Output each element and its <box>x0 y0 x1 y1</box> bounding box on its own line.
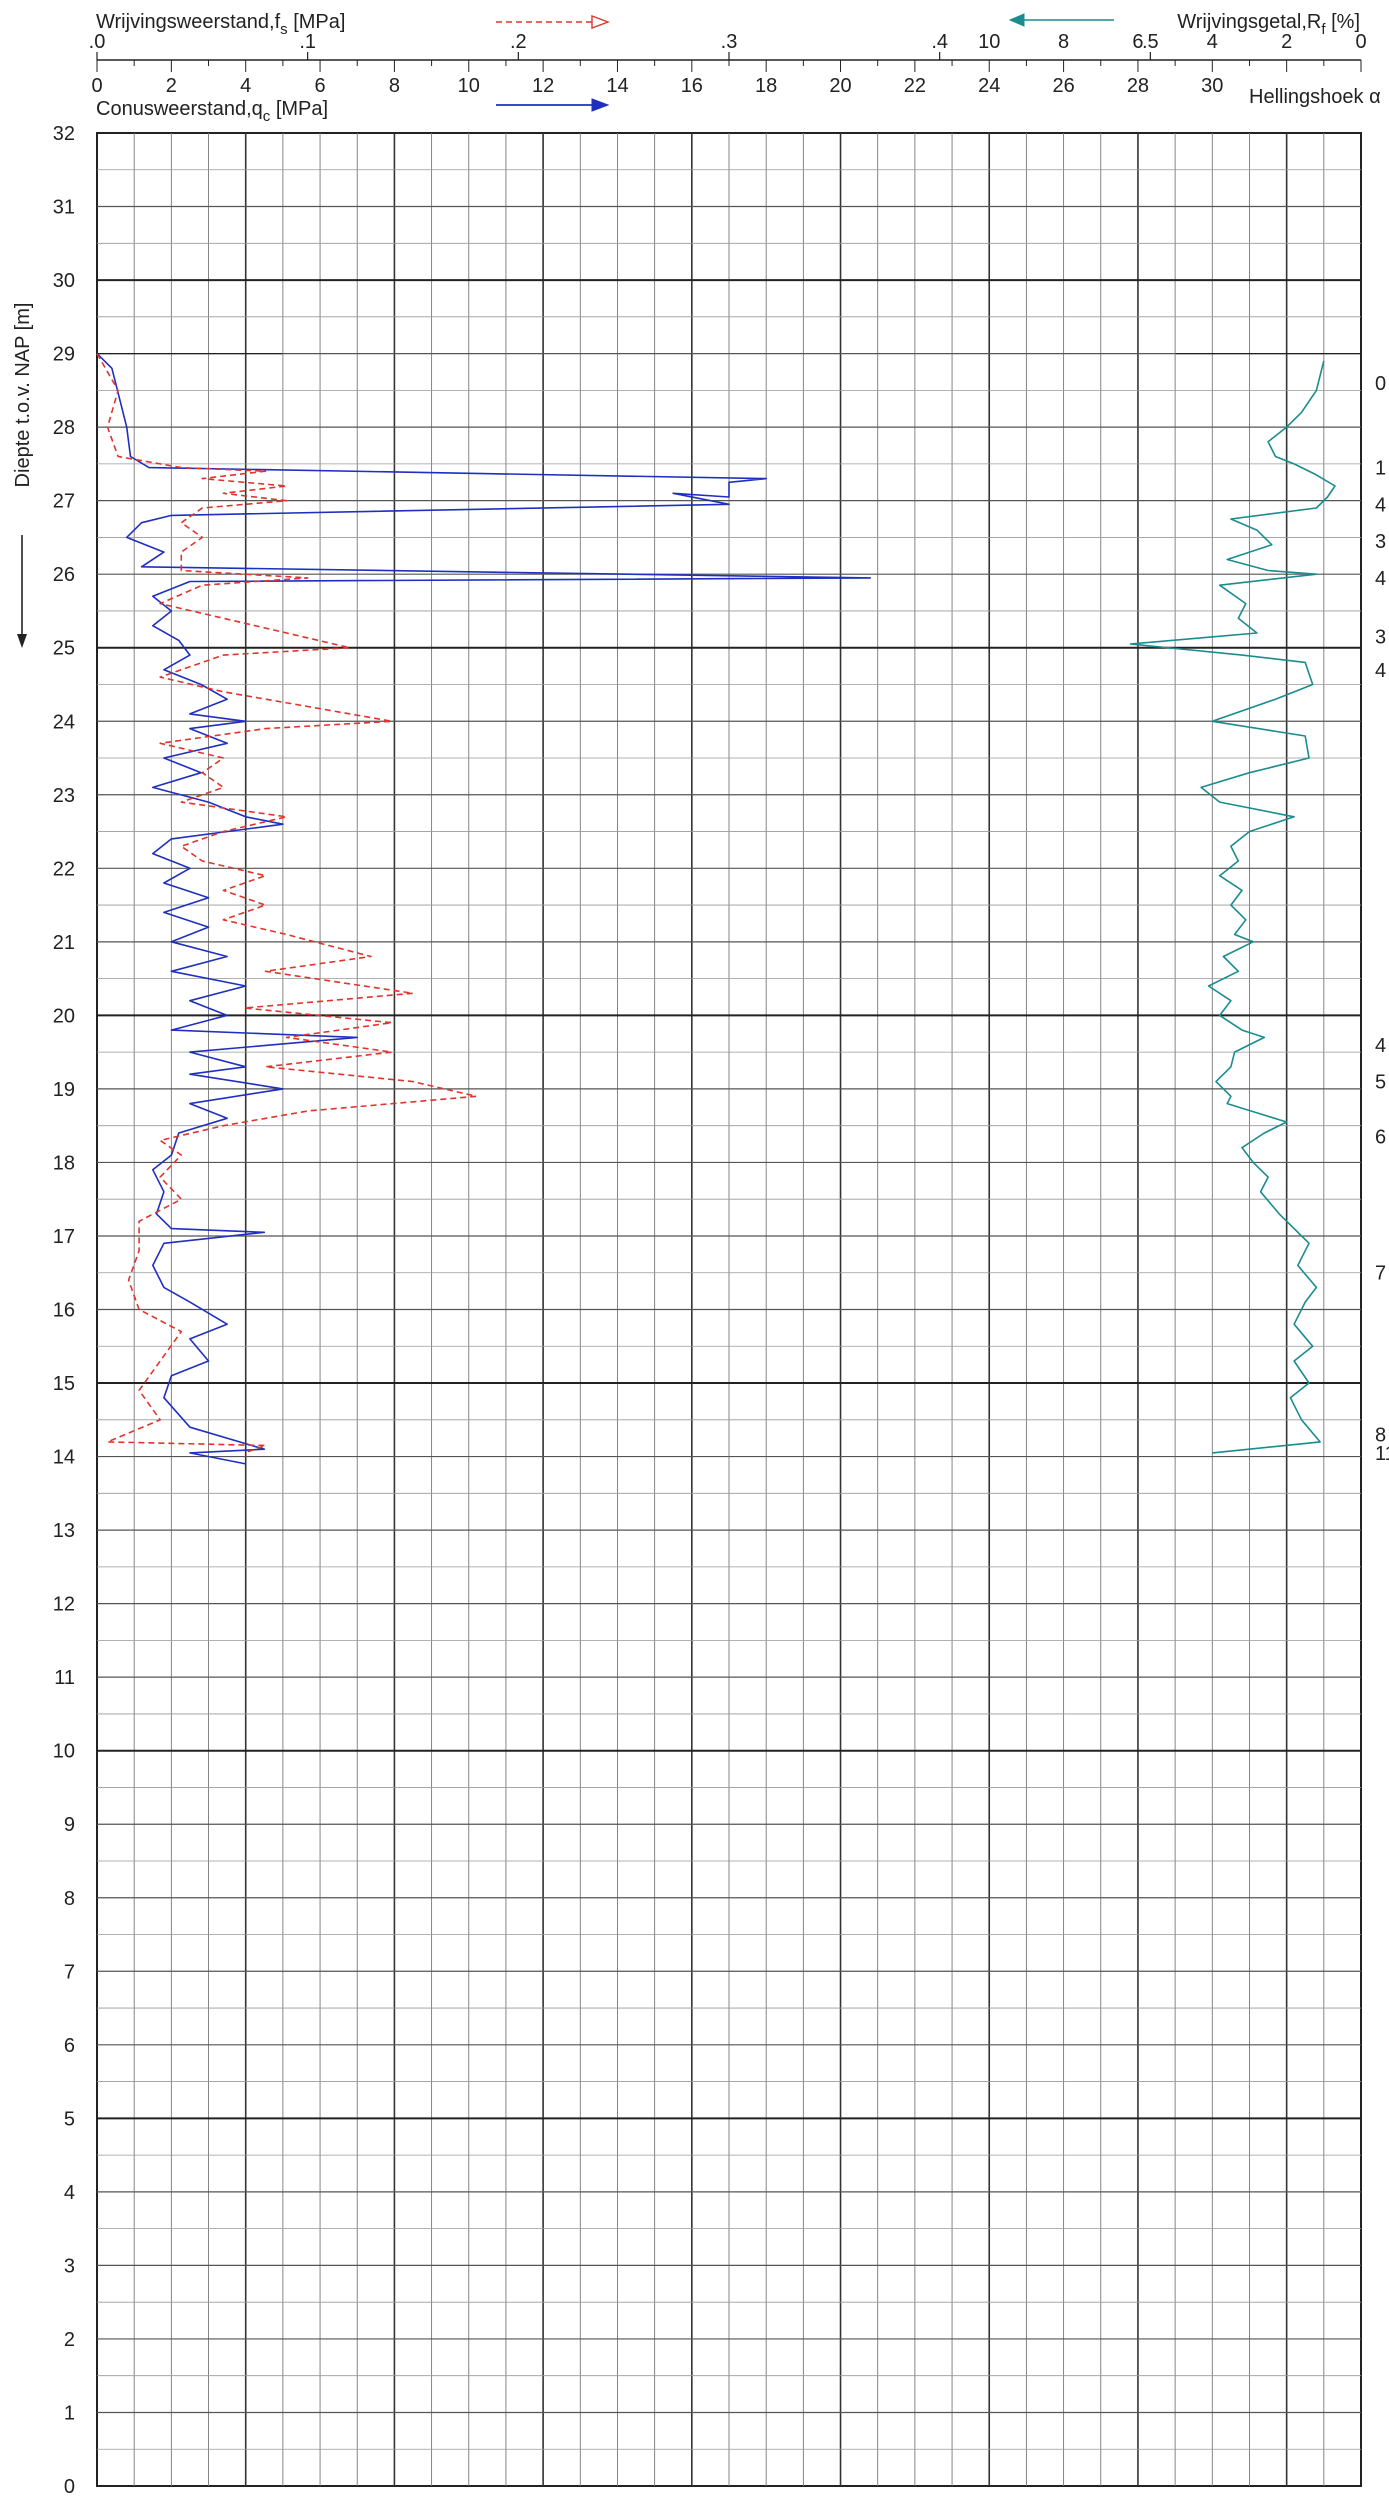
qc-axis-label: Conusweerstand,qc [MPa] <box>96 98 328 125</box>
qc-tick-label: 2 <box>166 75 177 97</box>
fs-tick-label: .1 <box>299 31 316 53</box>
rf-tick-label: 4 <box>1207 31 1218 53</box>
depth-tick-label: 7 <box>64 1961 75 1983</box>
rf-tick-label: 10 <box>978 31 1000 53</box>
qc-tick-label: 8 <box>389 75 400 97</box>
series-layer <box>96 353 1336 1465</box>
top-axes: .0.1.2.3.4.50 2 4 6 8 10 12 14 16 18 20 22 24 26 28 301… <box>89 31 1367 97</box>
depth-tick-label: 31 <box>53 197 75 219</box>
angle-label: 3 <box>1375 531 1386 553</box>
depth-tick-label: 8 <box>64 1888 75 1910</box>
depth-tick-label: 20 <box>53 1005 75 1027</box>
rf-tick-label: 2 <box>1281 31 1292 53</box>
legend-fs <box>496 14 610 30</box>
depth-axis-ticks: 0123456789101112131415161718192021222324… <box>53 123 75 2498</box>
qc-line <box>96 353 872 1465</box>
qc-tick-label: 28 <box>1127 75 1149 97</box>
legend-rf <box>1008 13 1114 27</box>
depth-tick-label: 15 <box>53 1373 75 1395</box>
fs-tick-label: .5 <box>1142 31 1159 53</box>
angle-label: 1 <box>1375 458 1386 480</box>
angle-label: 6 <box>1375 1127 1386 1149</box>
depth-tick-label: 27 <box>53 491 75 513</box>
depth-tick-label: 2 <box>64 2329 75 2351</box>
depth-tick-label: 12 <box>53 1594 75 1616</box>
depth-tick-label: 23 <box>53 785 75 807</box>
depth-tick-label: 9 <box>64 1814 75 1836</box>
depth-tick-label: 24 <box>53 711 75 733</box>
rf-axis-label: Wrijvingsgetal,Rf [%] <box>1177 11 1360 38</box>
qc-tick-label: 18 <box>755 75 777 97</box>
depth-tick-label: 0 <box>64 2476 75 2498</box>
depth-tick-label: 28 <box>53 417 75 439</box>
fs-tick-label: .3 <box>721 31 738 53</box>
depth-tick-label: 4 <box>64 2182 75 2204</box>
qc-tick-label: 4 <box>240 75 251 97</box>
rf-line <box>1129 360 1336 1454</box>
depth-tick-label: 17 <box>53 1226 75 1248</box>
angle-axis-label: Hellingshoek α <box>1249 86 1381 108</box>
qc-tick-label: 12 <box>532 75 554 97</box>
angle-label: 4 <box>1375 494 1386 516</box>
angle-label: 8 <box>1375 1425 1386 1447</box>
angle-label: 3 <box>1375 627 1386 649</box>
depth-tick-label: 30 <box>53 270 75 292</box>
fs-axis-label: Wrijvingsweerstand,fs [MPa] <box>96 11 345 38</box>
angle-label: 4 <box>1375 1035 1386 1057</box>
rf-tick-label: 0 <box>1355 31 1366 53</box>
depth-tick-label: 5 <box>64 2108 75 2130</box>
depth-tick-label: 1 <box>64 2402 75 2424</box>
qc-tick-label: 16 <box>681 75 703 97</box>
depth-tick-label: 13 <box>53 1520 75 1542</box>
depth-tick-label: 19 <box>53 1079 75 1101</box>
rf-tick-label: 6 <box>1132 31 1143 53</box>
depth-tick-label: 6 <box>64 2035 75 2057</box>
depth-tick-label: 22 <box>53 858 75 880</box>
angle-labels: 0 1 4 3 4 3 4 4 5 6 7 811 <box>1375 373 1389 1465</box>
qc-tick-label: 14 <box>606 75 628 97</box>
qc-tick-label: 26 <box>1052 75 1074 97</box>
depth-tick-label: 16 <box>53 1300 75 1322</box>
depth-tick-label: 14 <box>53 1447 75 1469</box>
angle-label: 5 <box>1375 1072 1386 1094</box>
legend-qc <box>496 98 610 112</box>
fs-tick-label: .2 <box>510 31 527 53</box>
depth-tick-label: 29 <box>53 344 75 366</box>
depth-tick-label: 21 <box>53 932 75 954</box>
fs-tick-label: .0 <box>89 31 106 53</box>
qc-tick-label: 22 <box>904 75 926 97</box>
depth-tick-label: 32 <box>53 123 75 145</box>
angle-label: 11 <box>1375 1443 1389 1465</box>
grid <box>96 132 1362 2487</box>
angle-label: 0 <box>1375 373 1386 395</box>
angle-label: 4 <box>1375 660 1386 682</box>
qc-tick-label: 10 <box>458 75 480 97</box>
qc-tick-label: 6 <box>314 75 325 97</box>
fs-tick-label: .4 <box>931 31 948 53</box>
qc-tick-label: 0 <box>91 75 102 97</box>
depth-tick-label: 10 <box>53 1741 75 1763</box>
angle-label: 7 <box>1375 1263 1386 1285</box>
qc-tick-label: 30 <box>1201 75 1223 97</box>
depth-tick-label: 18 <box>53 1152 75 1174</box>
rf-tick-label: 8 <box>1058 31 1069 53</box>
depth-tick-label: 26 <box>53 564 75 586</box>
qc-tick-label: 20 <box>829 75 851 97</box>
qc-tick-label: 24 <box>978 75 1000 97</box>
angle-label: 4 <box>1375 568 1386 590</box>
depth-tick-label: 3 <box>64 2255 75 2277</box>
depth-tick-label: 25 <box>53 638 75 660</box>
depth-axis-label: Diepte t.o.v. NAP [m] <box>12 303 34 488</box>
depth-direction-arrow <box>17 535 27 648</box>
depth-tick-label: 11 <box>54 1667 75 1689</box>
